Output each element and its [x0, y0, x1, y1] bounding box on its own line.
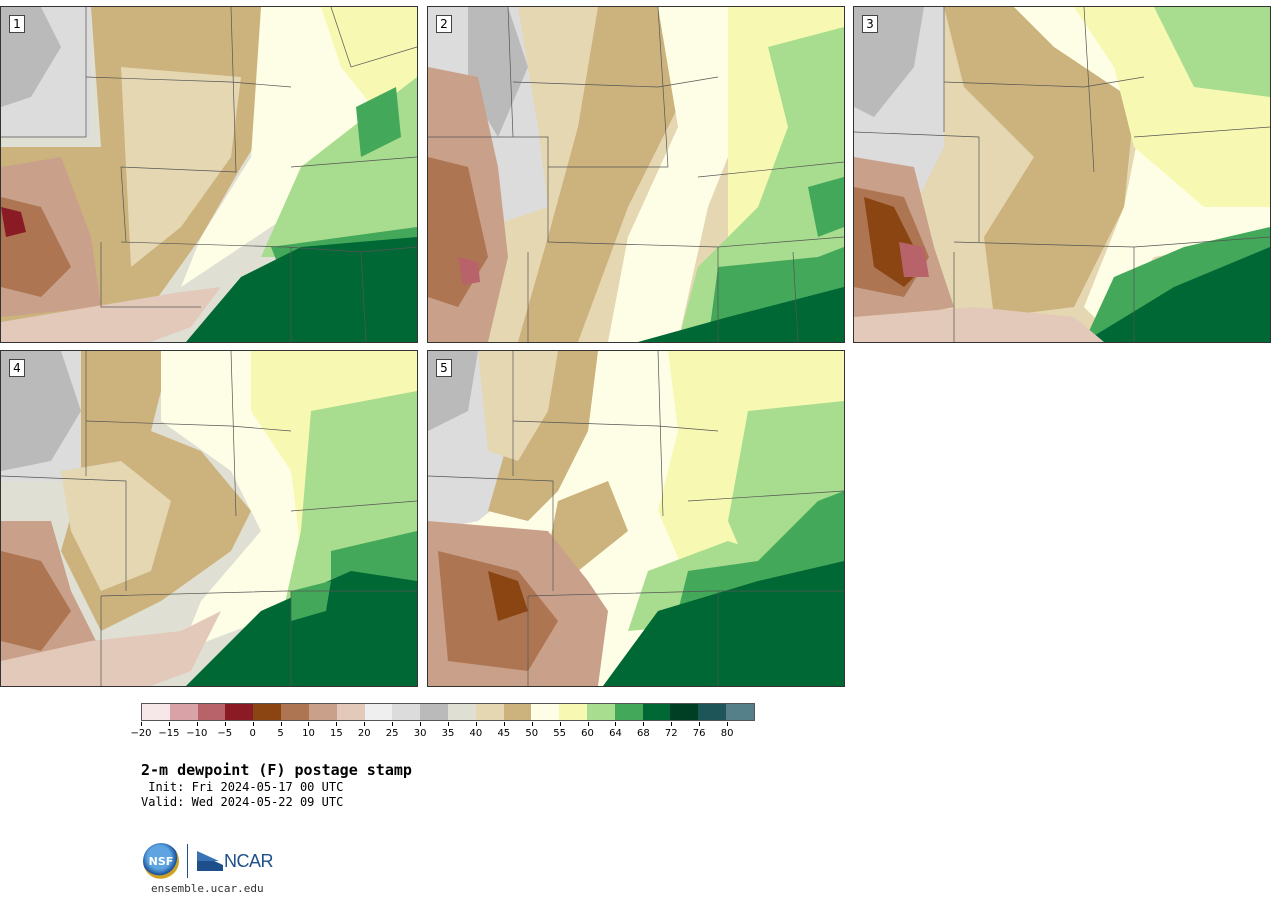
- colorbar-tick-mark: [420, 722, 422, 726]
- colorbar-tick-label: 10: [302, 728, 315, 739]
- colorbar-tick-label: 72: [664, 728, 678, 739]
- map-panel-1: 1: [0, 6, 418, 343]
- colorbar-tick-label: 5: [277, 728, 284, 739]
- colorbar-swatch: [587, 704, 615, 720]
- panel-number: 5: [436, 359, 452, 377]
- colorbar-swatch: [197, 704, 226, 720]
- colorbar-tick-mark: [727, 722, 729, 726]
- colorbar-swatch: [420, 704, 448, 720]
- panel-number: 1: [9, 15, 25, 33]
- colorbar-tick-label: 55: [553, 728, 566, 739]
- colorbar-tick-mark: [280, 722, 282, 726]
- colorbar-tick-mark: [252, 722, 254, 726]
- panel-number: 2: [436, 15, 452, 33]
- colorbar-tick-mark: [531, 722, 533, 726]
- map-panel-5: 5: [427, 350, 845, 687]
- colorbar-swatch: [308, 704, 337, 720]
- colorbar-tick-label: 35: [441, 728, 455, 739]
- colorbar-swatch: [364, 704, 393, 720]
- logos: NSF NCAR: [143, 842, 274, 880]
- colorbar-tick-label: 30: [413, 728, 427, 739]
- init-time: Init: Fri 2024-05-17 00 UTC: [141, 780, 344, 794]
- colorbar-swatch: [253, 704, 282, 720]
- colorbar-tick-label: 20: [357, 728, 371, 739]
- colorbar-tick-mark: [559, 722, 561, 726]
- colorbar-swatch: [698, 704, 727, 720]
- ncar-mark-icon: [197, 851, 223, 871]
- dewpoint-map-5: [428, 351, 844, 686]
- website-text: ensemble.ucar.edu: [151, 882, 264, 895]
- colorbar-swatch: [392, 704, 421, 720]
- colorbar-tick-mark: [364, 722, 366, 726]
- colorbar-tick-mark: [615, 722, 617, 726]
- logo-divider: [187, 844, 188, 878]
- colorbar-tick-label: 50: [525, 728, 539, 739]
- colorbar-tick-label: −10: [186, 728, 208, 739]
- colorbar-tick-label: 45: [497, 728, 511, 739]
- colorbar-tick-label: −15: [158, 728, 180, 739]
- colorbar-swatch: [475, 704, 504, 720]
- colorbar-swatch: [726, 704, 754, 720]
- colorbar-tick-mark: [168, 722, 170, 726]
- colorbar-tick-label: −5: [217, 728, 233, 739]
- colorbar-swatch: [447, 704, 476, 720]
- colorbar-tick-label: −20: [130, 728, 152, 739]
- colorbar-swatch: [142, 704, 170, 720]
- colorbar-tick-mark: [448, 722, 449, 726]
- ncar-logo: NCAR: [197, 850, 274, 872]
- colorbar-tick-label: 76: [692, 728, 706, 739]
- colorbar-tick-mark: [587, 722, 589, 726]
- map-panel-3: 3: [853, 6, 1271, 343]
- colorbar-swatch: [225, 704, 254, 720]
- colorbar-tick-label: 80: [720, 728, 734, 739]
- colorbar-tick-label: 40: [469, 728, 483, 739]
- map-panel-2: 2: [427, 6, 845, 343]
- colorbar-tick-mark: [141, 722, 142, 726]
- dewpoint-map-4: [1, 351, 417, 686]
- colorbar-tick-mark: [196, 722, 198, 726]
- panel-number: 3: [862, 15, 878, 33]
- colorbar-tick-label: 25: [385, 728, 399, 739]
- dewpoint-map-3: [854, 7, 1270, 342]
- colorbar-tick-mark: [503, 722, 505, 726]
- map-panel-4: 4: [0, 350, 418, 687]
- panel-number: 4: [9, 359, 25, 377]
- colorbar-tick-label: 15: [329, 728, 343, 739]
- colorbar-tick-mark: [224, 722, 226, 726]
- colorbar-ticks: −20 −15 −10 −5 0 5 10 15 20 25 30 35 40 45 50 55 60 64 68 7…: [130, 722, 755, 742]
- colorbar-tick-mark: [699, 722, 701, 726]
- colorbar-tick-mark: [671, 722, 673, 726]
- colorbar-tick-mark: [475, 722, 477, 726]
- nsf-logo: NSF: [143, 843, 179, 879]
- ncar-logo-text: NCAR: [224, 850, 274, 871]
- colorbar-swatch: [281, 704, 309, 720]
- colorbar-swatch: [559, 704, 587, 720]
- plot-title: 2-m dewpoint (F) postage stamp: [141, 761, 412, 779]
- dewpoint-map-1: [1, 7, 417, 342]
- dewpoint-colorbar: [141, 703, 755, 721]
- colorbar-swatch: [531, 704, 560, 720]
- colorbar-tick-mark: [336, 722, 338, 726]
- colorbar-tick-label: 64: [609, 728, 622, 739]
- colorbar-tick-mark: [643, 722, 645, 726]
- colorbar-tick-label: 68: [636, 728, 650, 739]
- colorbar-swatch: [670, 704, 699, 720]
- colorbar-tick-label: 0: [249, 728, 256, 739]
- colorbar-tick-mark: [308, 722, 310, 726]
- colorbar-tick-mark: [392, 722, 394, 726]
- colorbar-tick-label: 60: [581, 728, 594, 739]
- colorbar-swatch: [336, 704, 365, 720]
- colorbar-swatch: [614, 704, 643, 720]
- colorbar-swatch: [169, 704, 198, 720]
- colorbar-swatch: [503, 704, 532, 720]
- valid-time: Valid: Wed 2024-05-22 09 UTC: [141, 795, 344, 809]
- nsf-logo-text: NSF: [148, 854, 174, 868]
- dewpoint-map-2: [428, 7, 844, 342]
- colorbar-swatch: [642, 704, 671, 720]
